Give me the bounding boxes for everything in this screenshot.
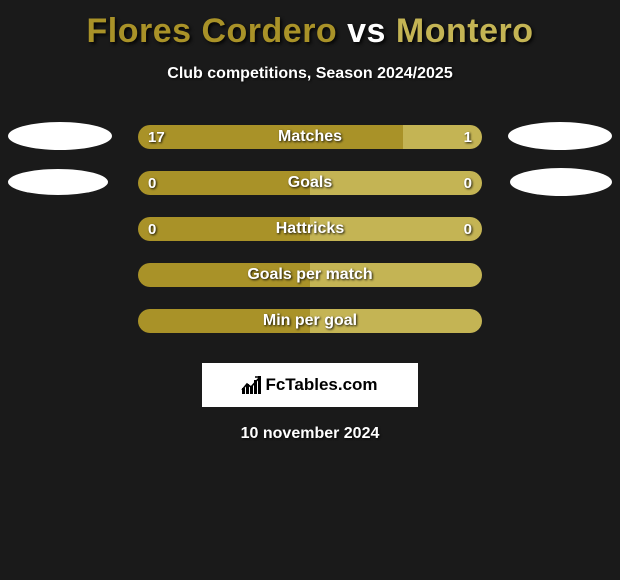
comparison-row: Goals00 <box>0 171 620 217</box>
stat-bar-left-fill <box>138 125 403 149</box>
stat-value-left: 0 <box>148 171 156 195</box>
comparison-row: Hattricks00 <box>0 217 620 263</box>
stat-bar <box>138 171 482 195</box>
date-text: 10 november 2024 <box>0 425 620 443</box>
stat-bar-right-fill <box>310 309 482 333</box>
vs-text: vs <box>337 12 396 50</box>
player-badge-right <box>510 168 612 196</box>
stat-bar-right-fill <box>310 217 482 241</box>
player-badge-left <box>8 122 112 150</box>
page-title: Flores Cordero vs Montero <box>0 0 620 51</box>
stat-bar <box>138 217 482 241</box>
stat-bar-left-fill <box>138 171 310 195</box>
stat-value-right: 0 <box>464 217 472 241</box>
player2-name: Montero <box>396 12 534 50</box>
chart-icon <box>242 376 261 394</box>
comparison-row: Goals per match <box>0 263 620 309</box>
logo-box: FcTables.com <box>202 363 418 407</box>
logo-text: FcTables.com <box>265 375 377 395</box>
subtitle: Club competitions, Season 2024/2025 <box>0 65 620 83</box>
stat-bar <box>138 263 482 287</box>
comparison-row: Matches171 <box>0 125 620 171</box>
stat-value-left: 0 <box>148 217 156 241</box>
stat-bar-right-fill <box>310 171 482 195</box>
stat-bar-left-fill <box>138 217 310 241</box>
player1-name: Flores Cordero <box>86 12 337 50</box>
stat-value-right: 0 <box>464 171 472 195</box>
player-badge-right <box>508 122 612 150</box>
stat-bar-right-fill <box>310 263 482 287</box>
comparison-row: Min per goal <box>0 309 620 355</box>
stat-value-right: 1 <box>464 125 472 149</box>
stat-value-left: 17 <box>148 125 165 149</box>
comparison-rows: Matches171Goals00Hattricks00Goals per ma… <box>0 125 620 355</box>
stat-bar <box>138 309 482 333</box>
player-badge-left <box>8 169 108 195</box>
stat-bar-left-fill <box>138 309 310 333</box>
stat-bar <box>138 125 482 149</box>
stat-bar-left-fill <box>138 263 310 287</box>
